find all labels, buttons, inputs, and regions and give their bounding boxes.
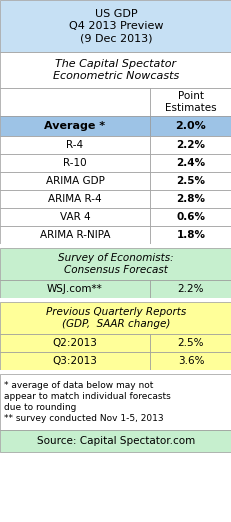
- Bar: [0, 370, 231, 374]
- Bar: [0, 136, 149, 154]
- Bar: [149, 88, 231, 116]
- Bar: [149, 154, 231, 172]
- Text: ARIMA GDP: ARIMA GDP: [45, 176, 104, 186]
- Text: WSJ.com**: WSJ.com**: [47, 284, 102, 294]
- Bar: [149, 172, 231, 190]
- Text: VAR 4: VAR 4: [59, 212, 90, 222]
- Bar: [0, 0, 231, 52]
- Bar: [0, 298, 231, 302]
- Text: Survey of Economists:
Consensus Forecast: Survey of Economists: Consensus Forecast: [58, 253, 173, 275]
- Text: 3.6%: 3.6%: [177, 356, 203, 366]
- Bar: [0, 352, 149, 370]
- Text: Point
Estimates: Point Estimates: [164, 91, 216, 113]
- Text: ARIMA R-NIPA: ARIMA R-NIPA: [40, 230, 110, 240]
- Text: The Capital Spectator
Econometric Nowcasts: The Capital Spectator Econometric Nowcas…: [53, 59, 178, 81]
- Text: Source: Capital Spectator.com: Source: Capital Spectator.com: [37, 436, 194, 446]
- Text: US GDP
Q4 2013 Preview
(9 Dec 2013): US GDP Q4 2013 Preview (9 Dec 2013): [68, 8, 163, 43]
- Bar: [149, 226, 231, 244]
- Bar: [0, 208, 149, 226]
- Text: 1.8%: 1.8%: [176, 230, 205, 240]
- Bar: [149, 190, 231, 208]
- Bar: [0, 248, 231, 280]
- Text: ARIMA R-4: ARIMA R-4: [48, 194, 101, 204]
- Bar: [149, 334, 231, 352]
- Text: 2.4%: 2.4%: [176, 158, 205, 168]
- Text: 2.8%: 2.8%: [176, 194, 205, 204]
- Bar: [149, 352, 231, 370]
- Bar: [0, 154, 149, 172]
- Bar: [0, 334, 149, 352]
- Text: 2.0%: 2.0%: [175, 121, 206, 131]
- Text: R-10: R-10: [63, 158, 86, 168]
- Bar: [149, 208, 231, 226]
- Bar: [0, 226, 149, 244]
- Text: Q2:2013: Q2:2013: [52, 338, 97, 348]
- Bar: [0, 88, 149, 116]
- Bar: [0, 116, 149, 136]
- Text: * average of data below may not
appear to match individual forecasts
due to roun: * average of data below may not appear t…: [4, 381, 170, 423]
- Bar: [149, 280, 231, 298]
- Bar: [0, 244, 231, 248]
- Text: Previous Quarterly Reports
(GDP,  SAAR change): Previous Quarterly Reports (GDP, SAAR ch…: [46, 307, 185, 329]
- Bar: [0, 374, 231, 430]
- Bar: [0, 430, 231, 452]
- Text: R-4: R-4: [66, 140, 83, 150]
- Bar: [0, 280, 149, 298]
- Text: Q3:2013: Q3:2013: [52, 356, 97, 366]
- Bar: [149, 116, 231, 136]
- Bar: [0, 190, 149, 208]
- Text: Average *: Average *: [44, 121, 105, 131]
- Bar: [149, 136, 231, 154]
- Bar: [0, 52, 231, 88]
- Text: 2.5%: 2.5%: [176, 176, 205, 186]
- Text: 2.5%: 2.5%: [177, 338, 203, 348]
- Text: 0.6%: 0.6%: [176, 212, 205, 222]
- Text: 2.2%: 2.2%: [177, 284, 203, 294]
- Text: 2.2%: 2.2%: [176, 140, 205, 150]
- Bar: [0, 302, 231, 334]
- Bar: [0, 172, 149, 190]
